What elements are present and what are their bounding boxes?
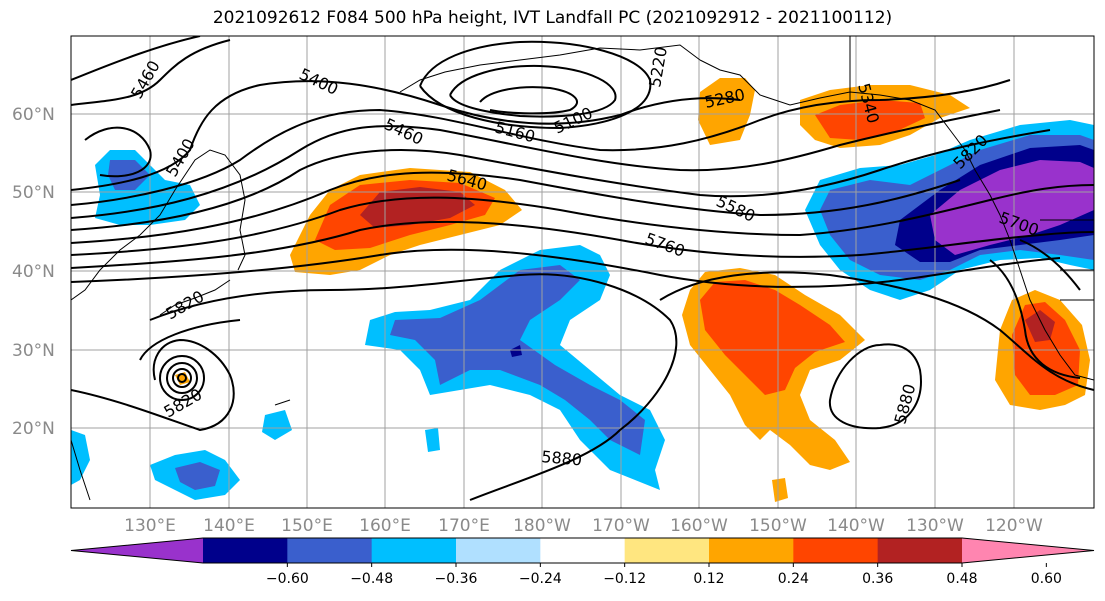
contour-label: 5880	[541, 447, 583, 469]
colorbar	[71, 538, 1094, 563]
colorbar-segment	[540, 538, 625, 563]
latitude-labels: 60°N 50°N 40°N 30°N 20°N	[12, 105, 55, 439]
colorbar-tick-label: −0.24	[519, 571, 562, 587]
colorbar-tick-label: 0.12	[693, 571, 724, 587]
lat-label: 60°N	[12, 105, 55, 125]
colorbar-extend-high	[962, 538, 1094, 563]
colorbar-tick-label: −0.36	[435, 571, 478, 587]
colorbar-segment	[203, 538, 288, 563]
lon-label: 120°W	[985, 516, 1043, 536]
lon-label: 180°W	[513, 516, 571, 536]
lon-label: 140°E	[203, 516, 255, 536]
lat-label: 20°N	[12, 419, 55, 439]
lat-label: 50°N	[12, 183, 55, 203]
colorbar-tick-label: −0.60	[266, 571, 309, 587]
lon-label: 160°W	[670, 516, 728, 536]
lat-label: 30°N	[12, 341, 55, 361]
lon-label: 150°W	[749, 516, 807, 536]
lon-label: 170°W	[592, 516, 650, 536]
colorbar-segment	[793, 538, 878, 563]
colorbar-segment	[456, 538, 541, 563]
lat-label: 40°N	[12, 262, 55, 282]
lon-label: 160°E	[359, 516, 411, 536]
colorbar-ticks: −0.60 −0.48 −0.36 −0.24 −0.12 0.12 0.24 0.36 0.4…	[266, 563, 1062, 587]
colorbar-segment	[372, 538, 457, 563]
lon-label: 150°E	[281, 516, 333, 536]
colorbar-tick-label: 0.48	[946, 571, 977, 587]
colorbar-tick-label: 0.24	[778, 571, 809, 587]
map-figure: 5460 5400 5400 5460 5160 5100 5220 5280 …	[0, 0, 1105, 601]
lon-label: 170°E	[438, 516, 490, 536]
longitude-labels: 130°E 140°E 150°E 160°E 170°E 180°W 170°…	[124, 516, 1043, 536]
colorbar-segment	[878, 538, 963, 563]
colorbar-tick-label: 0.60	[1031, 571, 1062, 587]
colorbar-segment	[287, 538, 372, 563]
lon-label: 130°W	[906, 516, 964, 536]
lon-label: 130°E	[124, 516, 176, 536]
colorbar-segment	[709, 538, 794, 563]
colorbar-segment	[625, 538, 710, 563]
colorbar-tick-label: −0.48	[350, 571, 393, 587]
lon-label: 140°W	[827, 516, 885, 536]
colorbar-tick-label: −0.12	[603, 571, 646, 587]
colorbar-tick-label: 0.36	[862, 571, 893, 587]
colorbar-extend-low	[71, 538, 203, 563]
